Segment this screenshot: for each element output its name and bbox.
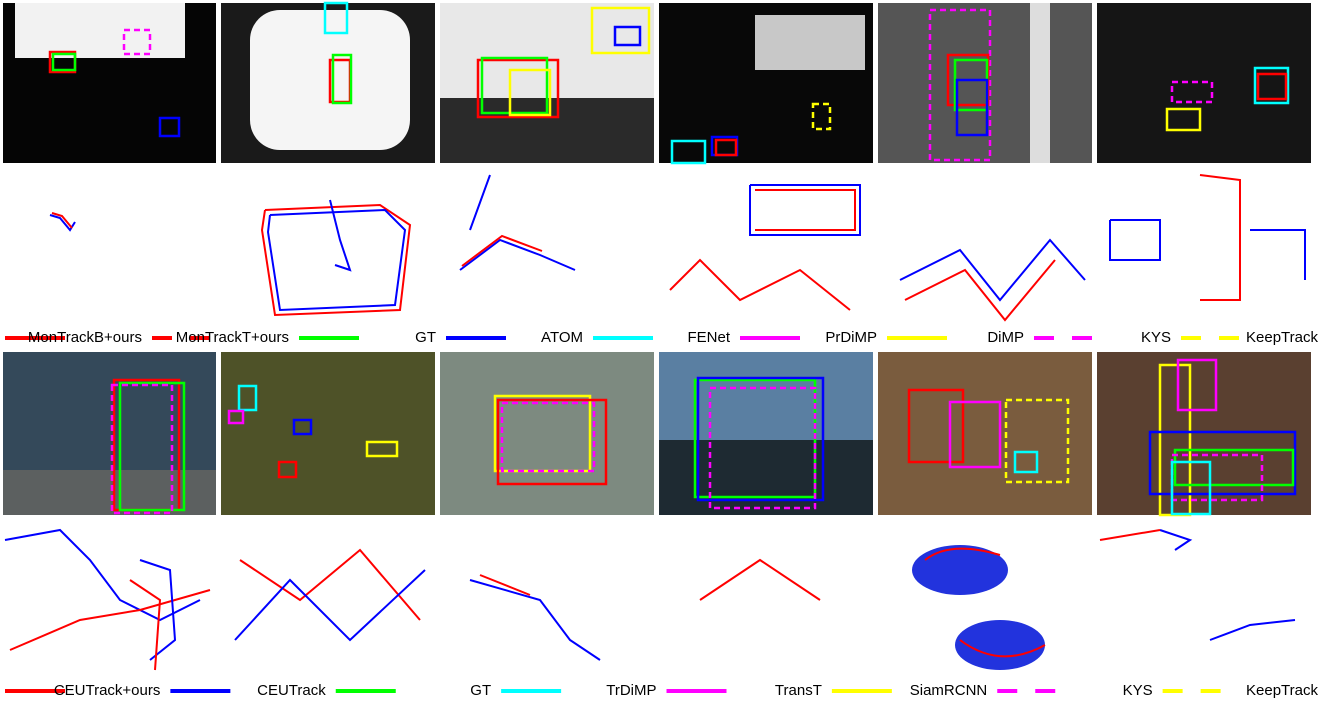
legend-label: DiMP <box>987 329 1024 346</box>
legend-label: KYS <box>1123 682 1153 699</box>
legend-label: KeepTrack <box>1246 682 1318 699</box>
legend: MonTrackB+ours MonTrackT+ours GT ATOM FENet P… <box>5 329 1318 346</box>
legend-label: CEUTrack+ours <box>54 682 161 699</box>
legend-label: FENet <box>687 329 730 346</box>
row-1-frames <box>3 1 1311 165</box>
legend-label: KYS <box>1141 329 1171 346</box>
legend: CEUTrack+ours CEUTrack GT TrDiMP TransT SiamR… <box>5 682 1318 699</box>
legend-label: TransT <box>775 682 822 699</box>
legend-label: KeepTrack <box>1246 329 1318 346</box>
legend-label: GT <box>470 682 491 699</box>
legend-label: MonTrackB+ours <box>28 329 142 346</box>
legend-label: CEUTrack <box>257 682 326 699</box>
legend-label: ATOM <box>541 329 583 346</box>
legend-label: GT <box>415 329 436 346</box>
legend-label: SiamRCNN <box>910 682 988 699</box>
row-2-events <box>49 174 1306 322</box>
row-4-events <box>4 525 1296 675</box>
row-3-frames <box>3 352 1311 517</box>
legend-label: TrDiMP <box>606 682 656 699</box>
legend-label: PrDiMP <box>825 329 877 346</box>
legend-label: MonTrackT+ours <box>176 329 289 346</box>
